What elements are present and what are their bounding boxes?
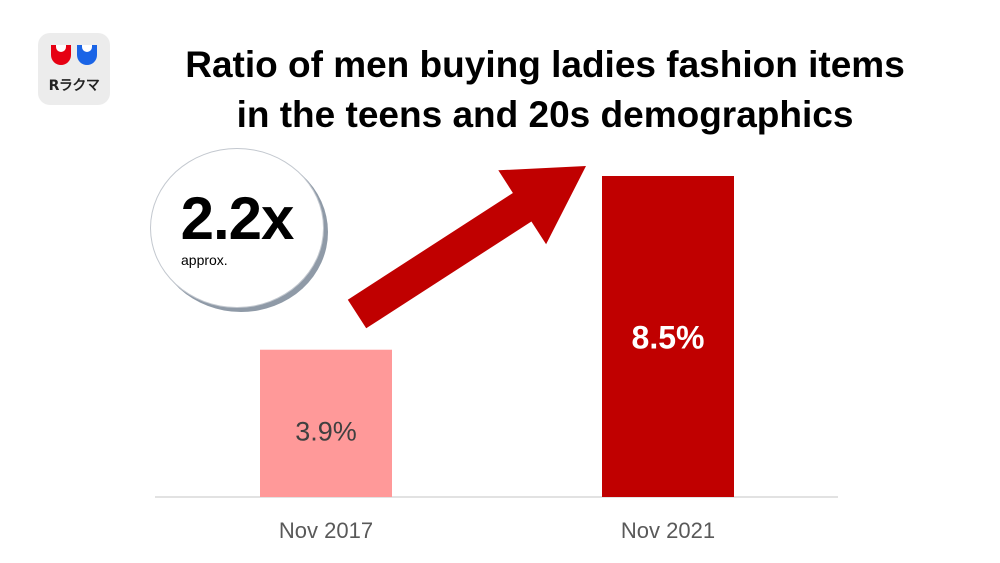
growth-arrow-icon [347,166,586,329]
blue-cup-icon [77,45,97,65]
growth-badge: 2.2x approx. [150,148,324,308]
logo-text: Rラクマ [48,78,100,94]
rakuma-logo: Rラクマ [38,33,110,105]
x-tick-label-1: Nov 2017 [279,518,373,543]
bar-1 [260,349,392,497]
data-label-2: 8.5% [632,320,705,356]
chart-title-line-1: Ratio of men buying ladies fashion items [185,44,905,85]
chart-title: Ratio of men buying ladies fashion items… [120,40,970,140]
growth-multiplier: 2.2x [180,185,295,252]
data-label-1: 3.9% [295,417,357,447]
growth-multiplier-note: approx. [181,252,228,268]
chart-title-line-2: in the teens and 20s demographics [236,94,854,135]
red-cup-icon [51,45,71,65]
bar-2 [602,176,734,497]
x-tick-label-2: Nov 2021 [621,518,715,543]
